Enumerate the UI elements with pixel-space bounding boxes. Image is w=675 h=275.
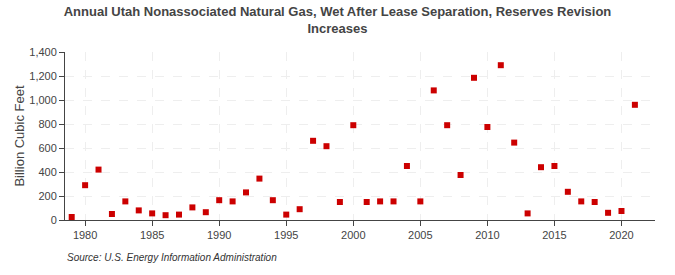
svg-text:2000: 2000 — [341, 229, 365, 241]
svg-text:1980: 1980 — [73, 229, 97, 241]
svg-text:600: 600 — [38, 142, 56, 154]
svg-text:Source: U.S. Energy Informatio: Source: U.S. Energy Information Administ… — [67, 252, 277, 263]
svg-text:200: 200 — [38, 190, 56, 202]
svg-text:400: 400 — [38, 166, 56, 178]
svg-text:2020: 2020 — [609, 229, 633, 241]
svg-text:2010: 2010 — [475, 229, 499, 241]
svg-text:2015: 2015 — [542, 229, 566, 241]
svg-text:1985: 1985 — [140, 229, 164, 241]
svg-text:1,000: 1,000 — [29, 94, 57, 106]
svg-text:1,200: 1,200 — [29, 70, 57, 82]
svg-text:2005: 2005 — [408, 229, 432, 241]
svg-text:1995: 1995 — [274, 229, 298, 241]
svg-text:800: 800 — [38, 118, 56, 130]
svg-text:0: 0 — [51, 214, 57, 226]
svg-text:1990: 1990 — [207, 229, 231, 241]
svg-text:Annual Utah Nonassociated Natu: Annual Utah Nonassociated Natural Gas, W… — [64, 4, 612, 36]
svg-text:Billion Cubic Feet: Billion Cubic Feet — [12, 85, 27, 187]
svg-text:1,400: 1,400 — [29, 46, 57, 58]
